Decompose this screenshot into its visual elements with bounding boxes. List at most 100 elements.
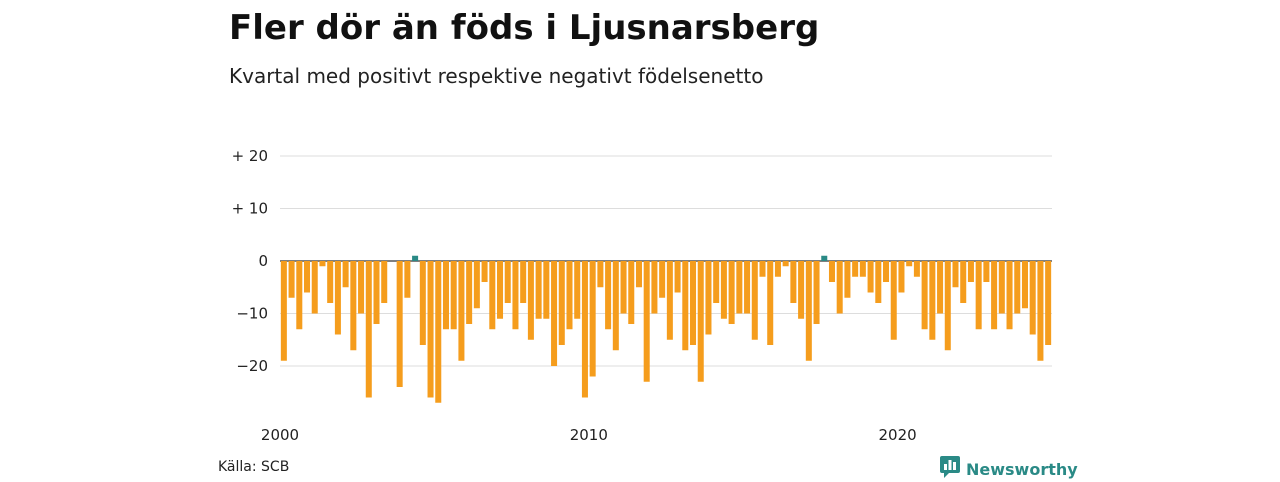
bar-negative [1045, 261, 1052, 345]
bar-negative [342, 261, 349, 288]
bar-negative [535, 261, 542, 319]
chart-title: Fler dör än föds i Ljusnarsberg [229, 8, 820, 48]
bar-negative [504, 261, 511, 303]
bar-negative [790, 261, 797, 303]
bar-negative [450, 261, 457, 330]
bar-negative [782, 261, 789, 267]
bar-negative [906, 261, 913, 267]
x-tick-label: 2010 [570, 426, 608, 444]
bar-negative [651, 261, 658, 314]
bar-negative [705, 261, 712, 335]
bar-negative [751, 261, 758, 340]
bar-negative [744, 261, 751, 314]
bar-negative [767, 261, 774, 345]
bar-negative [937, 261, 944, 314]
bar-negative [319, 261, 326, 267]
axes: + 20 + 10 0 −10 −20 2000 2010 2020 [232, 147, 917, 444]
bar-negative [836, 261, 843, 314]
bar-negative [674, 261, 681, 293]
bar-negative [967, 261, 974, 282]
bar-negative [983, 261, 990, 282]
bar-negative [759, 261, 766, 277]
newsworthy-logo[interactable]: Newsworthy [940, 456, 1078, 482]
bar-negative [404, 261, 411, 298]
bar-negative [489, 261, 496, 330]
bar-negative [682, 261, 689, 351]
gridlines [280, 155, 1052, 367]
bar-negative [350, 261, 357, 351]
bar-negative [497, 261, 504, 319]
bar-positive [412, 255, 419, 261]
bar-negative [605, 261, 612, 330]
bar-negative [435, 261, 442, 403]
bar-negative [288, 261, 295, 298]
bar-negative [373, 261, 380, 324]
bar-negative [1006, 261, 1013, 330]
bar-negative [612, 261, 619, 351]
bar-negative [991, 261, 998, 330]
bar-negative [635, 261, 642, 288]
bar-negative [311, 261, 318, 314]
bar-negative [620, 261, 627, 314]
bar-negative [666, 261, 673, 340]
bar-negative [890, 261, 897, 340]
bar-negative [960, 261, 967, 303]
bar-negative [520, 261, 527, 303]
bar-negative [913, 261, 920, 277]
chart-subtitle: Kvartal med positivt respektive negativt… [229, 64, 764, 88]
newsworthy-logo-icon [940, 456, 960, 482]
bar-positive [821, 255, 828, 261]
bar-negative [813, 261, 820, 324]
bar-negative [798, 261, 805, 319]
bar-negative [697, 261, 704, 382]
bar-negative [690, 261, 697, 345]
bar-negative [828, 261, 835, 282]
bar-negative [396, 261, 403, 387]
bar-negative [875, 261, 882, 303]
bar-negative [844, 261, 851, 298]
source-credit: Källa: SCB [218, 459, 290, 475]
y-tick-label: + 10 [232, 200, 268, 218]
bar-negative [1021, 261, 1028, 309]
bar-negative [805, 261, 812, 361]
bar-negative [736, 261, 743, 314]
bar-negative [929, 261, 936, 340]
bar-negative [296, 261, 303, 330]
bar-negative [898, 261, 905, 293]
bar-negative [998, 261, 1005, 314]
bar-negative [458, 261, 465, 361]
bar-negative [334, 261, 341, 335]
bar-negative [427, 261, 434, 398]
bar-negative [852, 261, 859, 277]
bar-negative [304, 261, 311, 293]
bar-negative [952, 261, 959, 288]
bars [280, 255, 1052, 403]
bar-negative [365, 261, 372, 398]
bar-negative [867, 261, 874, 293]
bar-negative [628, 261, 635, 324]
bar-negative [728, 261, 735, 324]
bar-negative [944, 261, 951, 351]
bar-negative [713, 261, 720, 303]
bar-negative [574, 261, 581, 319]
bar-negative [566, 261, 573, 330]
bar-negative [921, 261, 928, 330]
bar-negative [581, 261, 588, 398]
bar-negative [466, 261, 473, 324]
bar-negative [883, 261, 890, 282]
bar-negative [280, 261, 287, 361]
logo-text: Newsworthy [966, 459, 1078, 479]
bar-negative [358, 261, 365, 314]
bar-negative [774, 261, 781, 277]
y-tick-label: + 20 [232, 147, 268, 165]
bar-negative [643, 261, 650, 382]
bar-negative [589, 261, 596, 377]
bar-negative [327, 261, 334, 303]
bar-negative [512, 261, 519, 330]
bar-negative [481, 261, 488, 282]
y-tick-label: −10 [236, 305, 268, 323]
bar-negative [597, 261, 604, 288]
bar-negative [473, 261, 480, 309]
bar-negative [551, 261, 558, 366]
